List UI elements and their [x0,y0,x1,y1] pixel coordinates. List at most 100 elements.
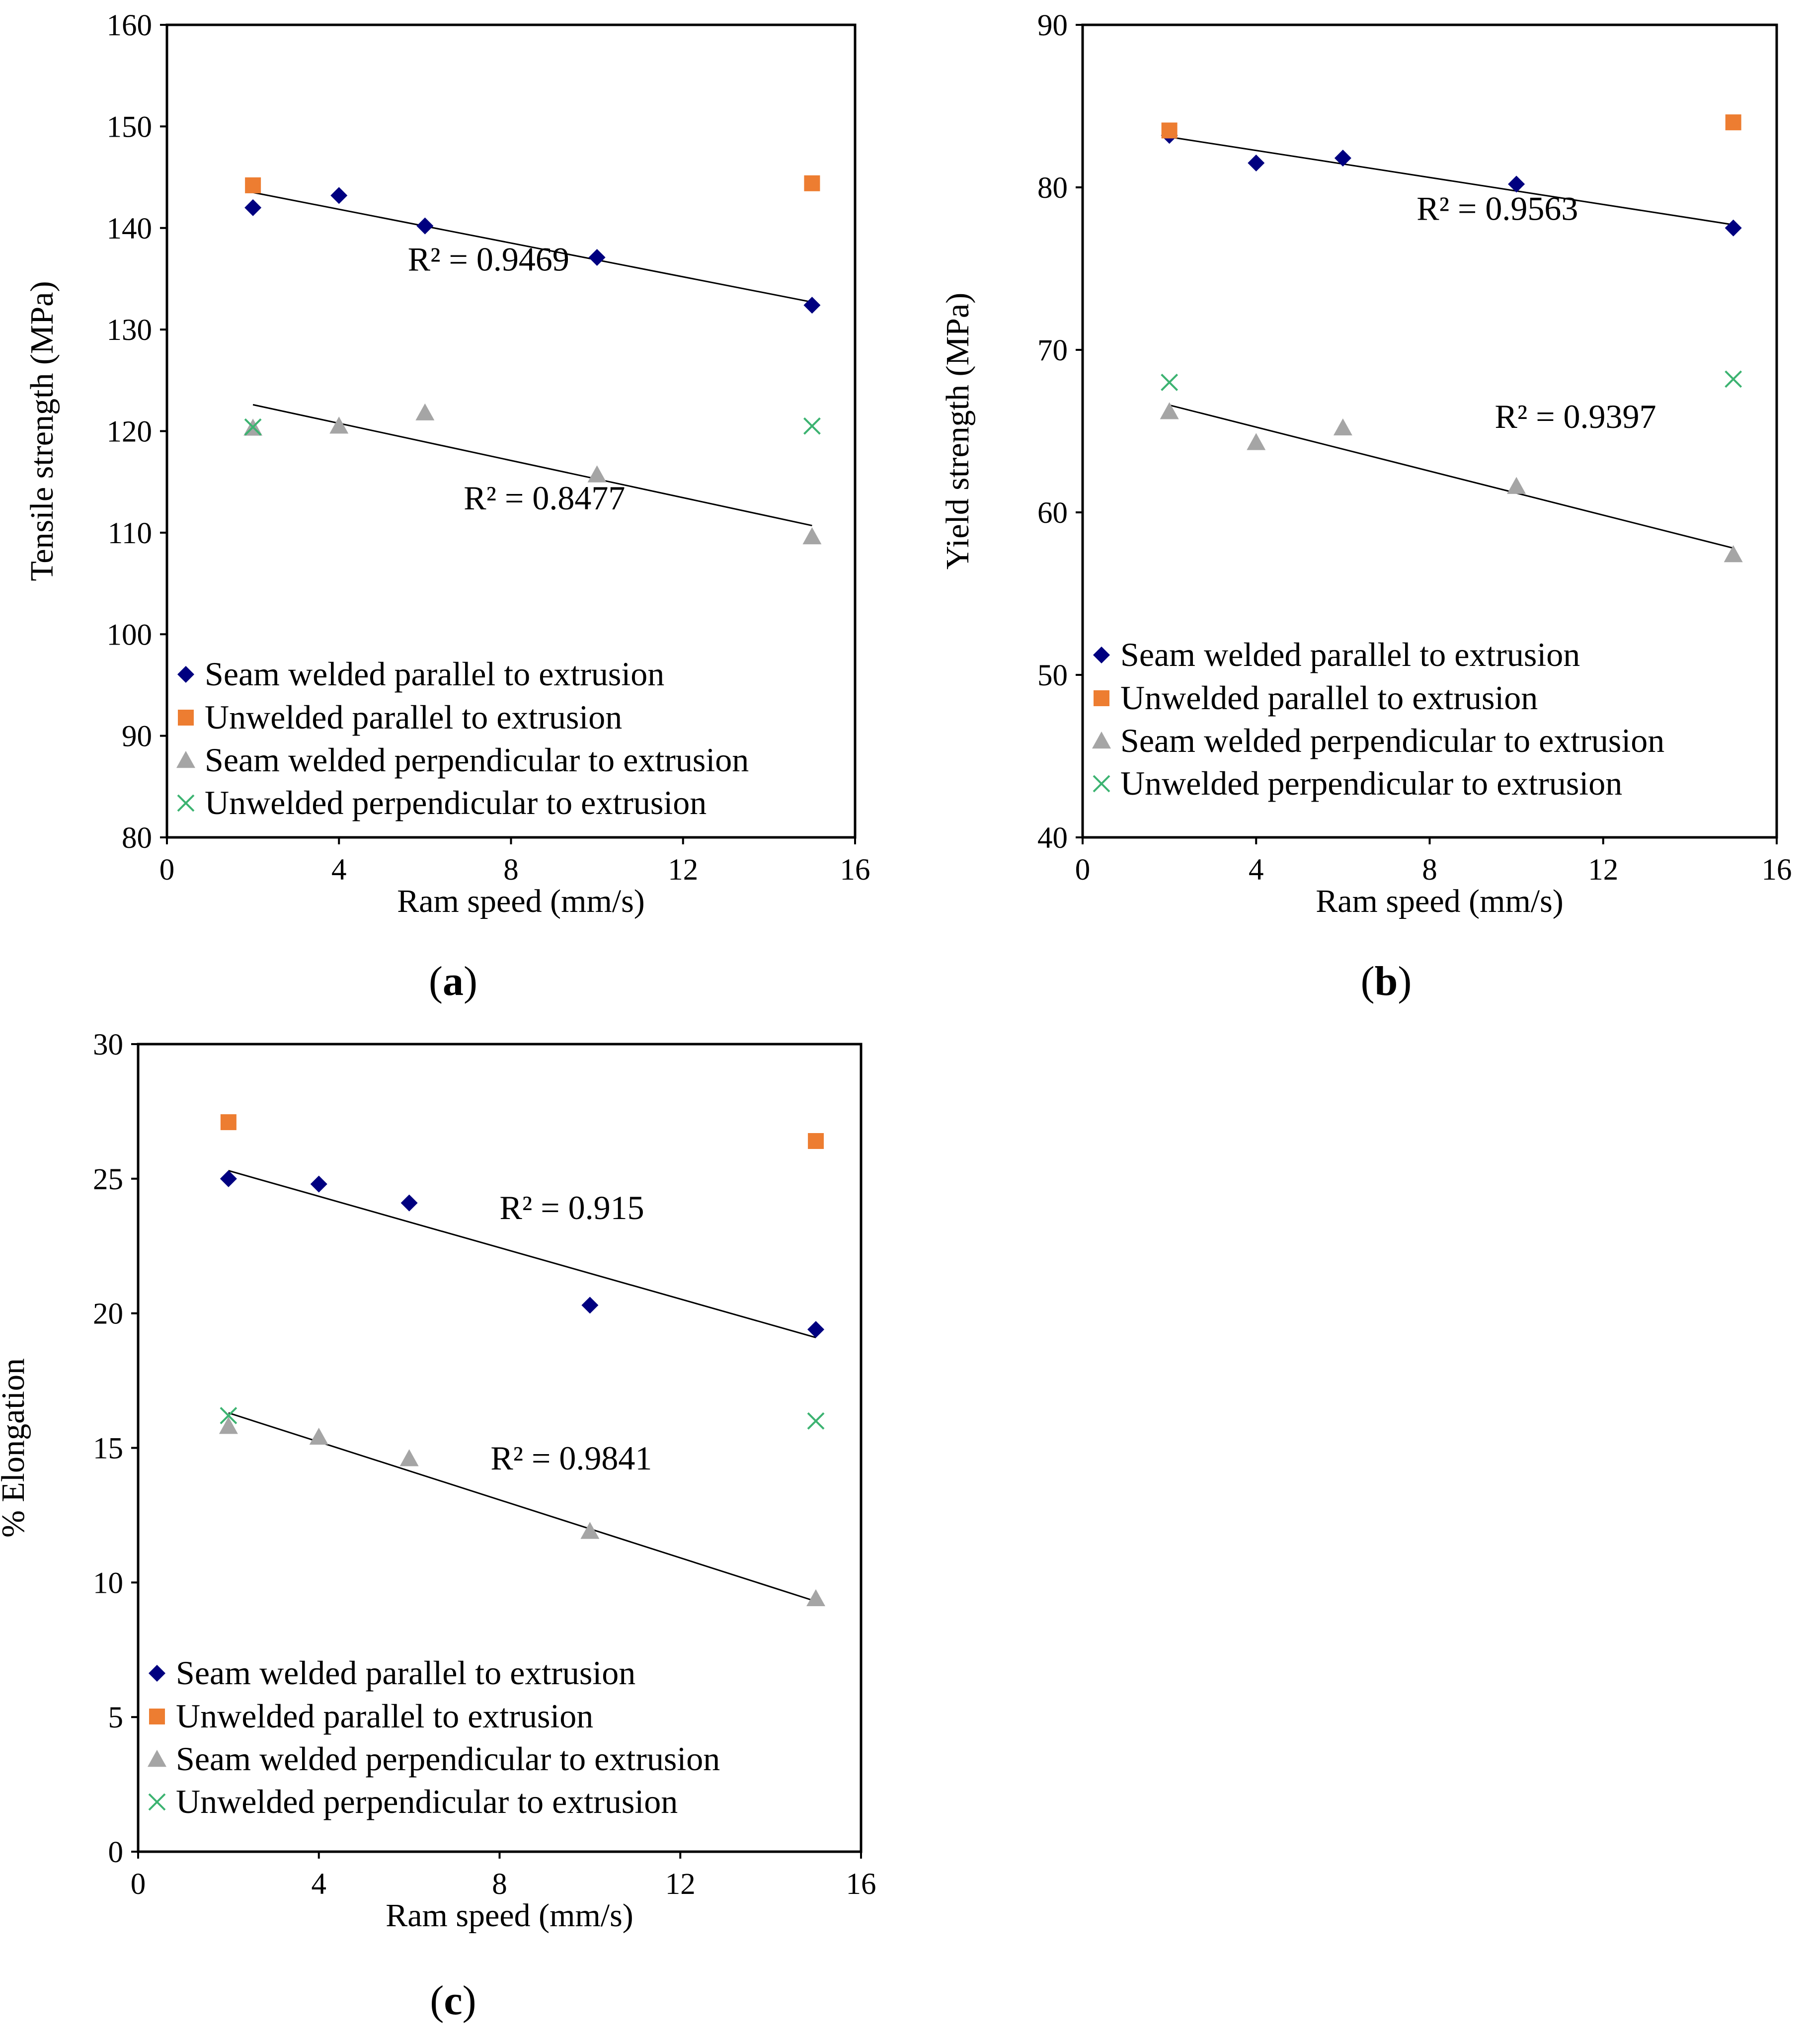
data-point-seam-perpendicular-c [399,1449,419,1467]
chart-panel-b: 40 50 60 70 80 90 0 4 8 12 16 Ram speed (mm/s) Yield… [940,9,1792,1004]
data-point-seam-perpendicular-b [1160,402,1179,419]
trendline-c-1 [228,1170,816,1338]
x-axis-title-b: Ram speed (mm/s) [1316,883,1564,919]
y-tick-label-b: 80 [1037,171,1068,205]
legend-marker-cross-c [148,1793,166,1811]
y-tick-label-a: 140 [107,212,153,245]
x-tick-label-c: 4 [312,1868,327,1901]
legend-label-c-1: Seam welded parallel to extrusion [176,1654,635,1692]
y-tick-label-c: 30 [93,1028,123,1062]
x-tick-label-c: 16 [846,1868,876,1901]
data-point-unwelded-perpendicular-b [1161,373,1179,391]
legend-marker-diamond-a [177,666,194,683]
x-tick-label-c: 12 [665,1868,696,1901]
y-tick-label-b: 60 [1037,496,1068,530]
r-squared-label-c-1: R² = 0.915 [500,1189,644,1226]
y-tick-label-a: 130 [107,314,153,347]
plot-area-b [1081,23,1778,839]
legend-label-a-4: Unwelded perpendicular to extrusion [205,784,707,821]
data-point-seam-parallel-b [1725,219,1742,237]
legend-marker-diamond-c [149,1665,165,1682]
legend-marker-triangle-c [148,1750,166,1767]
trendline-b-2 [1169,404,1734,549]
legend-label-b-2: Unwelded parallel to extrusion [1120,679,1538,717]
r-squared-label-a-2: R² = 0.8477 [464,479,625,517]
data-point-seam-parallel-a [244,199,262,216]
y-tick-label-b: 90 [1037,9,1068,42]
data-point-seam-parallel-b [1508,175,1525,193]
data-point-seam-perpendicular-c [806,1589,826,1607]
x-tick-label-c: 8 [492,1868,507,1901]
x-tick-label-b: 8 [1422,853,1437,887]
legend-marker-square-c [149,1709,165,1724]
legend-label-c-4: Unwelded perpendicular to extrusion [176,1783,678,1820]
y-tick-label-c: 10 [93,1566,123,1600]
data-point-seam-perpendicular-b [1333,418,1352,436]
chart-panel-a: 80 90 100 110 120 130 140 150 160 0 4 8 12 16 Ram spee… [24,9,870,1004]
data-point-seam-parallel-a [330,187,348,204]
data-point-seam-parallel-b [1248,154,1265,171]
x-tick-label-a: 4 [331,853,347,887]
x-tick-label-a: 8 [503,853,519,887]
data-point-seam-perpendicular-c [219,1417,238,1434]
data-point-unwelded-perpendicular-a [244,418,262,436]
data-point-seam-parallel-b [1334,150,1351,167]
y-tick-label-a: 80 [122,821,152,855]
data-point-unwelded-parallel-c [808,1133,824,1149]
data-point-unwelded-parallel-a [245,177,261,193]
x-tick-label-b: 0 [1075,853,1091,887]
y-tick-label-c: 25 [93,1163,123,1196]
x-tick-label-c: 0 [131,1868,146,1901]
legend-label-c-2: Unwelded parallel to extrusion [176,1697,593,1735]
legend-marker-cross-b [1093,775,1110,793]
r-squared-label-b-1: R² = 0.9563 [1416,189,1578,227]
legend-marker-diamond-b [1093,647,1110,663]
y-tick-label-c: 20 [93,1298,123,1331]
chart-panel-c: 0 5 10 15 20 25 30 0 4 8 12 16 Ram speed (mm/s) % Elo… [0,1028,876,2024]
r-squared-label-c-2: R² = 0.9841 [490,1439,652,1477]
data-point-seam-parallel-c [400,1194,418,1212]
y-tick-label-a: 160 [107,9,153,42]
data-point-seam-perpendicular-a [415,403,435,420]
legend-marker-cross-a [177,794,195,812]
y-tick-label-c: 0 [108,1836,124,1869]
data-point-unwelded-parallel-b [1161,122,1178,139]
y-axis-title-a: Tensile strength (MPa) [24,281,60,581]
y-axis-title-c: % Elongation [0,1358,31,1538]
legend-label-b-1: Seam welded parallel to extrusion [1120,636,1580,673]
x-axis-title-a: Ram speed (mm/s) [397,883,645,919]
legend-marker-triangle-a [176,751,195,768]
data-point-seam-parallel-a [588,249,606,266]
data-point-seam-perpendicular-a [802,527,822,545]
r-squared-label-a-1: R² = 0.9469 [408,241,569,278]
data-point-seam-perpendicular-a [587,465,607,483]
y-tick-label-c: 15 [93,1432,123,1466]
data-point-seam-perpendicular-c [309,1427,328,1445]
x-tick-label-a: 16 [840,853,870,887]
legend-label-b-4: Unwelded perpendicular to extrusion [1120,764,1622,802]
legend-label-b-3: Seam welded perpendicular to extrusion [1120,722,1664,759]
data-point-unwelded-perpendicular-c [220,1407,237,1424]
data-point-seam-parallel-c [581,1297,599,1314]
data-point-seam-perpendicular-c [580,1522,600,1539]
legend-marker-triangle-b [1092,732,1111,749]
y-axis-title-b: Yield strength (MPa) [940,293,976,570]
x-tick-label-a: 0 [159,853,175,887]
y-tick-label-a: 100 [107,618,153,652]
data-point-seam-perpendicular-a [329,416,349,434]
x-axis-title-c: Ram speed (mm/s) [386,1897,633,1934]
panel-label-b: (b) [1361,958,1412,1004]
panel-label-a: (a) [429,958,477,1004]
legend-label-c-3: Seam welded perpendicular to extrusion [176,1740,720,1778]
legend-marker-square-a [178,710,194,726]
data-point-seam-perpendicular-b [1247,433,1266,450]
panel-label-c: (c) [430,1977,476,2024]
legend-marker-square-b [1094,690,1109,706]
data-point-unwelded-perpendicular-c [807,1412,825,1430]
data-point-unwelded-perpendicular-b [1725,370,1742,388]
y-tick-label-a: 90 [122,720,152,753]
legend-label-a-3: Seam welded perpendicular to extrusion [205,741,749,779]
legend-label-a-1: Seam welded parallel to extrusion [205,655,664,693]
y-tick-label-a: 120 [107,415,153,449]
